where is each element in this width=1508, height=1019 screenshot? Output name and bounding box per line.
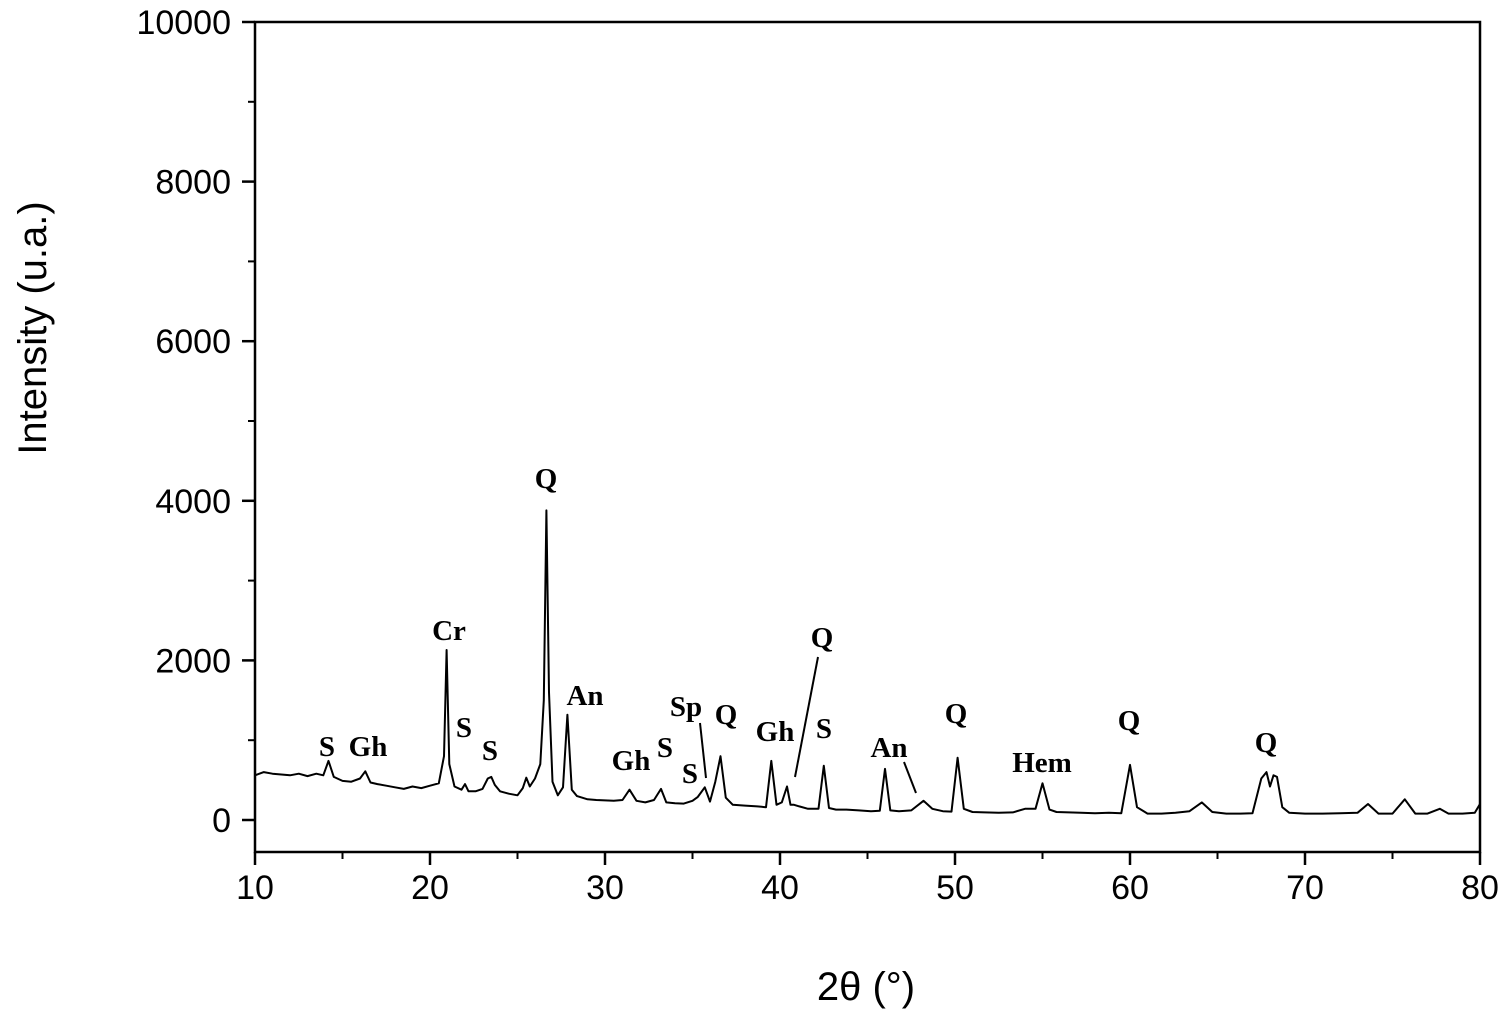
peak-label: Q (1118, 705, 1141, 737)
plot-frame (253, 20, 1482, 854)
peak-label: S (682, 758, 698, 790)
x-tick-label: 80 (1461, 869, 1499, 907)
x-tick-label: 70 (1286, 869, 1324, 907)
x-tick-label: 60 (1111, 869, 1149, 907)
peak-label: S (319, 731, 335, 763)
peak-label: S (657, 732, 673, 764)
y-tick-label: 6000 (155, 323, 231, 361)
peak-label: S (456, 712, 472, 744)
peak-label: Q (1255, 727, 1278, 759)
y-tick-label: 10000 (136, 4, 231, 42)
peak-label: Q (535, 463, 558, 495)
y-axis-title: Intensity (u.a.) (11, 201, 55, 454)
y-tick-label: 8000 (155, 164, 231, 202)
peak-label: S (816, 713, 832, 745)
axes: 10 20 30 40 50 60 70 80 0 2000 4000 6000 8000 10000 (136, 4, 1498, 907)
x-tick-label: 20 (411, 869, 449, 907)
leader-line (903, 761, 917, 794)
peak-label: Sp (670, 691, 702, 723)
x-axis-title: 2θ (°) (817, 965, 915, 1009)
peak-label: Q (945, 698, 968, 730)
diffractogram-line (254, 509, 1481, 815)
peak-label: Gh (612, 745, 651, 777)
leader-line (699, 722, 707, 779)
peak-label: S (482, 735, 498, 767)
peak-label: An (566, 680, 603, 712)
x-tick-label: 50 (936, 869, 974, 907)
plot-area (254, 509, 1481, 815)
peak-label: An (870, 732, 907, 764)
x-tick-label: 40 (761, 869, 799, 907)
x-tick-label: 30 (586, 869, 624, 907)
peak-label: Q (715, 699, 738, 731)
peak-label: Hem (1012, 747, 1072, 779)
y-tick-label: 2000 (155, 642, 231, 680)
y-tick-label: 0 (212, 802, 231, 840)
peak-label: Gh (349, 731, 388, 763)
peak-label: Gh (756, 716, 795, 748)
leader-line (794, 656, 819, 778)
peak-label: Cr (432, 615, 466, 647)
x-tick-label: 10 (236, 869, 274, 907)
y-tick-label: 4000 (155, 483, 231, 521)
peak-label: Q (811, 622, 834, 654)
